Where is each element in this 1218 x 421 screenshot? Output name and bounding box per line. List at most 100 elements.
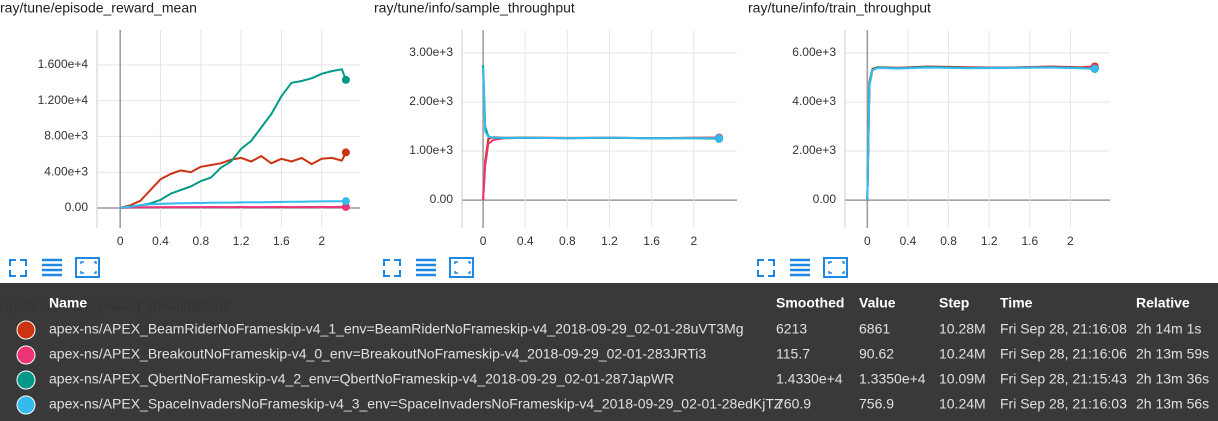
tooltip-cell: 10.28M <box>939 321 986 337</box>
charts: ray/tune/episode_reward_mean 0.00 4.00e+3 8… <box>0 0 1110 248</box>
series-line <box>866 66 1095 201</box>
y-tick-label: 1.00e+3 <box>409 143 453 157</box>
tooltip-header: Time <box>1000 295 1033 311</box>
tooltip-cell: 10.24M <box>939 346 986 362</box>
x-tick-label: 0.4 <box>900 234 917 248</box>
chart-title: ray/tune/info/train_throughput <box>748 0 931 16</box>
x-tick-label: 0.8 <box>940 234 957 248</box>
fit-domain-icon <box>828 261 845 274</box>
tooltip-header: Name <box>49 295 87 311</box>
log-scale-button[interactable] <box>416 258 436 277</box>
chart-title: ray/tune/episode_reward_mean <box>0 0 197 16</box>
tooltip-cell: Fri Sep 28, 21:15:43 <box>1000 371 1127 387</box>
series-line <box>120 205 346 209</box>
tooltip-cell: 6861 <box>859 321 890 337</box>
y-tick-label: 0.00 <box>430 192 454 206</box>
tooltip-header: Relative <box>1136 295 1190 311</box>
tooltip-cell: apex-ns/APEX_BreakoutNoFrameskip-v4_0_en… <box>49 346 706 362</box>
series-line <box>866 66 1095 201</box>
tooltip-cell: 90.62 <box>859 346 894 362</box>
tooltip-cell: 756.9 <box>859 396 894 412</box>
x-tick-label: 0.4 <box>152 234 169 248</box>
series-line <box>482 136 720 201</box>
x-tick-label: 0.8 <box>192 234 209 248</box>
x-tick-label: 0 <box>480 234 487 248</box>
icon-group <box>383 257 474 278</box>
x-tick-label: 0 <box>864 234 871 248</box>
fullscreen-button[interactable] <box>757 259 775 277</box>
fit-domain-button[interactable] <box>75 257 100 278</box>
tooltip-cell: 2h 13m 36s <box>1136 371 1209 387</box>
x-tick-label: 1.6 <box>643 234 660 248</box>
tooltip-header: Step <box>939 295 969 311</box>
y-tick-label: 4.00e+3 <box>44 164 88 178</box>
chart-title: ray/tune/info/sample_throughput <box>374 0 575 16</box>
fit-domain-button[interactable] <box>823 257 848 278</box>
tooltip-background <box>0 283 1218 421</box>
tooltip-cell: 2h 13m 59s <box>1136 346 1209 362</box>
x-tick-label: 1.6 <box>273 234 290 248</box>
fullscreen-button[interactable] <box>383 259 401 277</box>
y-tick-label: 2.00e+3 <box>792 143 836 157</box>
tooltip-header: Smoothed <box>776 295 844 311</box>
chart-toolbar <box>9 257 848 278</box>
x-tick-label: 1.6 <box>1021 234 1038 248</box>
series-line <box>119 151 347 209</box>
series-line <box>120 68 347 209</box>
x-tick-label: 1.2 <box>601 234 618 248</box>
y-tick-label: 8.00e+3 <box>44 129 88 143</box>
chart: ray/tune/episode_reward_mean 0.00 4.00e+3 8… <box>0 0 360 248</box>
fit-domain-button[interactable] <box>449 257 474 278</box>
series-line <box>482 67 720 140</box>
series-swatch <box>16 320 36 340</box>
series-line <box>866 66 1095 201</box>
last-point <box>341 197 350 206</box>
x-tick-label: 0.8 <box>559 234 576 248</box>
y-tick-label: 3.00e+3 <box>409 45 453 59</box>
fit-domain-icon <box>80 261 97 274</box>
x-tick-label: 0.4 <box>517 234 534 248</box>
chart: ray/tune/info/train_throughput 0.00 2.00e+… <box>748 0 1110 248</box>
last-point <box>341 202 350 211</box>
tooltip: Name Smoothed Value Step Time Relative apex-ns… <box>16 295 1209 415</box>
fullscreen-button[interactable] <box>9 259 27 277</box>
x-tick-label: 2 <box>1067 234 1074 248</box>
last-point <box>1090 64 1099 73</box>
tooltip-header: Value <box>859 295 896 311</box>
log-scale-button[interactable] <box>42 258 62 277</box>
log-scale-button[interactable] <box>790 258 810 277</box>
last-point <box>341 148 350 157</box>
tooltip-cell: Fri Sep 28, 21:16:08 <box>1000 321 1127 337</box>
y-tick-label: 0.00 <box>65 200 89 214</box>
tooltip-cell: 2h 13m 56s <box>1136 396 1209 412</box>
fit-domain-icon <box>454 261 471 274</box>
tooltip-cell: 1.3350e+4 <box>859 371 926 387</box>
series-swatch <box>16 395 36 415</box>
tooltip-cell: 115.7 <box>776 346 810 362</box>
series-line <box>482 136 720 201</box>
tooltip-cell: Fri Sep 28, 21:16:06 <box>1000 346 1127 362</box>
tooltip-cell: apex-ns/APEX_SpaceInvadersNoFrameskip-v4… <box>49 396 783 412</box>
x-tick-label: 1.2 <box>981 234 998 248</box>
tooltip-cell: apex-ns/APEX_QbertNoFrameskip-v4_2_env=Q… <box>49 371 674 387</box>
x-tick-label: 2 <box>318 234 325 248</box>
tooltip-cell: 10.24M <box>939 396 986 412</box>
tooltip-cell: 760.9 <box>776 396 811 412</box>
series-line <box>866 65 1095 201</box>
last-point <box>715 134 724 143</box>
series-line <box>120 200 346 209</box>
series-swatch <box>16 370 36 390</box>
tooltip-cell: 1.4330e+4 <box>776 371 843 387</box>
y-tick-label: 4.00e+3 <box>792 94 836 108</box>
chart: ray/tune/info/sample_throughput 0.00 1.00e… <box>374 0 737 248</box>
y-tick-label: 6.00e+3 <box>792 45 836 59</box>
tooltip-cell: 6213 <box>776 321 807 337</box>
tooltip-cell: 10.09M <box>939 371 986 387</box>
y-tick-label: 0.00 <box>813 192 837 206</box>
tooltip-cell: 2h 14m 1s <box>1136 321 1201 337</box>
x-tick-label: 2 <box>690 234 697 248</box>
y-tick-label: 2.00e+3 <box>409 94 453 108</box>
last-point <box>341 75 350 84</box>
